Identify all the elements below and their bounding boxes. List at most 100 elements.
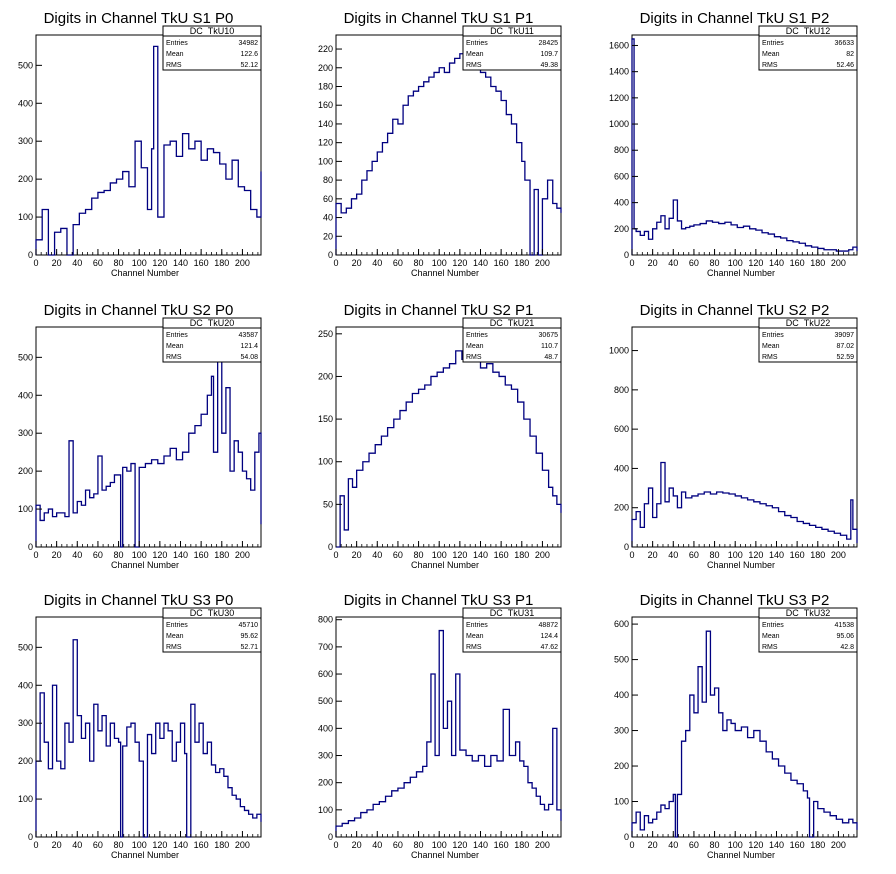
y-tick-label: 500 [18, 642, 33, 652]
x-tick-label: 180 [514, 840, 529, 850]
y-tick-label: 0 [28, 250, 33, 260]
stats-label-entries: Entries [166, 622, 188, 629]
x-tick-label: 160 [194, 258, 209, 268]
stats-value-rms: 52.12 [240, 62, 258, 69]
x-tick-label: 100 [132, 550, 147, 560]
x-tick-label: 100 [432, 550, 447, 560]
stats-value-entries: 43587 [239, 332, 259, 339]
x-tick-label: 20 [352, 258, 362, 268]
y-tick-label: 100 [318, 457, 333, 467]
x-tick-label: 100 [132, 258, 147, 268]
x-tick-label: 160 [494, 550, 509, 560]
x-tick-label: 200 [235, 840, 250, 850]
stats-value-mean: 109.7 [540, 51, 558, 58]
y-tick-label: 600 [614, 619, 629, 629]
y-tick-label: 700 [318, 642, 333, 652]
x-axis-label: Channel Number [707, 850, 775, 860]
stats-label-rms: RMS [466, 354, 482, 361]
stats-label-entries: Entries [466, 332, 488, 339]
chart-title: Digits in Channel TkU S1 P0 [44, 10, 234, 27]
stats-label-rms: RMS [166, 354, 182, 361]
stats-box-title: DC_TkU32 [786, 608, 831, 618]
stats-label-rms: RMS [166, 62, 182, 69]
x-tick-label: 160 [790, 258, 805, 268]
x-tick-label: 100 [132, 840, 147, 850]
y-tick-label: 200 [614, 761, 629, 771]
histogram-panel-4: Digits in Channel TkU S2 P0 0 20 40 60 80 100 1… [18, 302, 262, 570]
x-tick-label: 180 [514, 258, 529, 268]
x-tick-label: 80 [414, 258, 424, 268]
chart-title: Digits in Channel TkU S2 P1 [344, 302, 534, 319]
y-tick-label: 200 [18, 174, 33, 184]
x-tick-label: 80 [114, 550, 124, 560]
x-tick-label: 120 [452, 258, 467, 268]
y-tick-label: 600 [614, 171, 629, 181]
x-tick-label: 20 [648, 840, 658, 850]
stats-value-entries: 39097 [835, 332, 855, 339]
stats-label-entries: Entries [466, 622, 488, 629]
x-tick-label: 200 [235, 258, 250, 268]
x-tick-label: 80 [710, 840, 720, 850]
stats-label-entries: Entries [466, 40, 488, 47]
data-series-line [631, 461, 858, 547]
y-tick-label: 180 [318, 81, 333, 91]
data-series-line [631, 38, 858, 255]
data-series-line [335, 53, 562, 256]
stats-box [758, 317, 858, 363]
x-tick-label: 0 [629, 840, 634, 850]
x-tick-label: 200 [535, 840, 550, 850]
stats-box [758, 25, 858, 71]
x-tick-label: 120 [452, 550, 467, 560]
x-tick-label: 100 [432, 258, 447, 268]
y-tick-label: 300 [318, 751, 333, 761]
y-tick-label: 600 [318, 669, 333, 679]
stats-label-mean: Mean [762, 343, 780, 350]
y-tick-label: 100 [614, 797, 629, 807]
stats-label-entries: Entries [762, 332, 784, 339]
x-tick-label: 60 [393, 550, 403, 560]
x-tick-label: 20 [352, 550, 362, 560]
plot-frame [35, 34, 262, 256]
x-tick-label: 160 [494, 840, 509, 850]
x-tick-label: 180 [810, 840, 825, 850]
stats-box [162, 25, 262, 71]
x-tick-label: 80 [114, 258, 124, 268]
stats-label-mean: Mean [166, 633, 184, 640]
plot-frame [335, 34, 562, 256]
y-tick-label: 200 [18, 466, 33, 476]
x-tick-label: 140 [473, 550, 488, 560]
data-series-line [35, 333, 262, 548]
stats-box-title: DC_TkU21 [490, 318, 535, 328]
y-tick-label: 500 [318, 696, 333, 706]
stats-box-title: DC_TkU20 [190, 318, 235, 328]
x-tick-label: 140 [173, 258, 188, 268]
y-tick-label: 500 [18, 352, 33, 362]
y-tick-label: 0 [624, 250, 629, 260]
y-tick-label: 1400 [609, 67, 629, 77]
x-tick-label: 40 [668, 840, 678, 850]
y-tick-label: 0 [328, 542, 333, 552]
y-tick-label: 200 [318, 63, 333, 73]
x-tick-label: 0 [33, 840, 38, 850]
y-tick-label: 250 [318, 329, 333, 339]
x-tick-label: 0 [629, 258, 634, 268]
y-tick-label: 300 [18, 136, 33, 146]
stats-value-mean: 87.02 [836, 343, 854, 350]
y-tick-label: 120 [318, 138, 333, 148]
stats-label-rms: RMS [762, 62, 778, 69]
x-tick-label: 160 [790, 840, 805, 850]
y-tick-label: 200 [614, 224, 629, 234]
x-tick-label: 100 [728, 258, 743, 268]
y-tick-label: 50 [323, 499, 333, 509]
x-tick-label: 140 [473, 840, 488, 850]
x-tick-label: 20 [52, 550, 62, 560]
x-axis-label: Channel Number [411, 560, 479, 570]
x-tick-label: 140 [173, 550, 188, 560]
x-tick-label: 40 [372, 840, 382, 850]
y-tick-label: 0 [328, 832, 333, 842]
x-tick-label: 120 [748, 840, 763, 850]
x-tick-label: 120 [748, 258, 763, 268]
x-tick-label: 200 [831, 258, 846, 268]
x-tick-label: 180 [214, 840, 229, 850]
x-tick-label: 60 [93, 258, 103, 268]
